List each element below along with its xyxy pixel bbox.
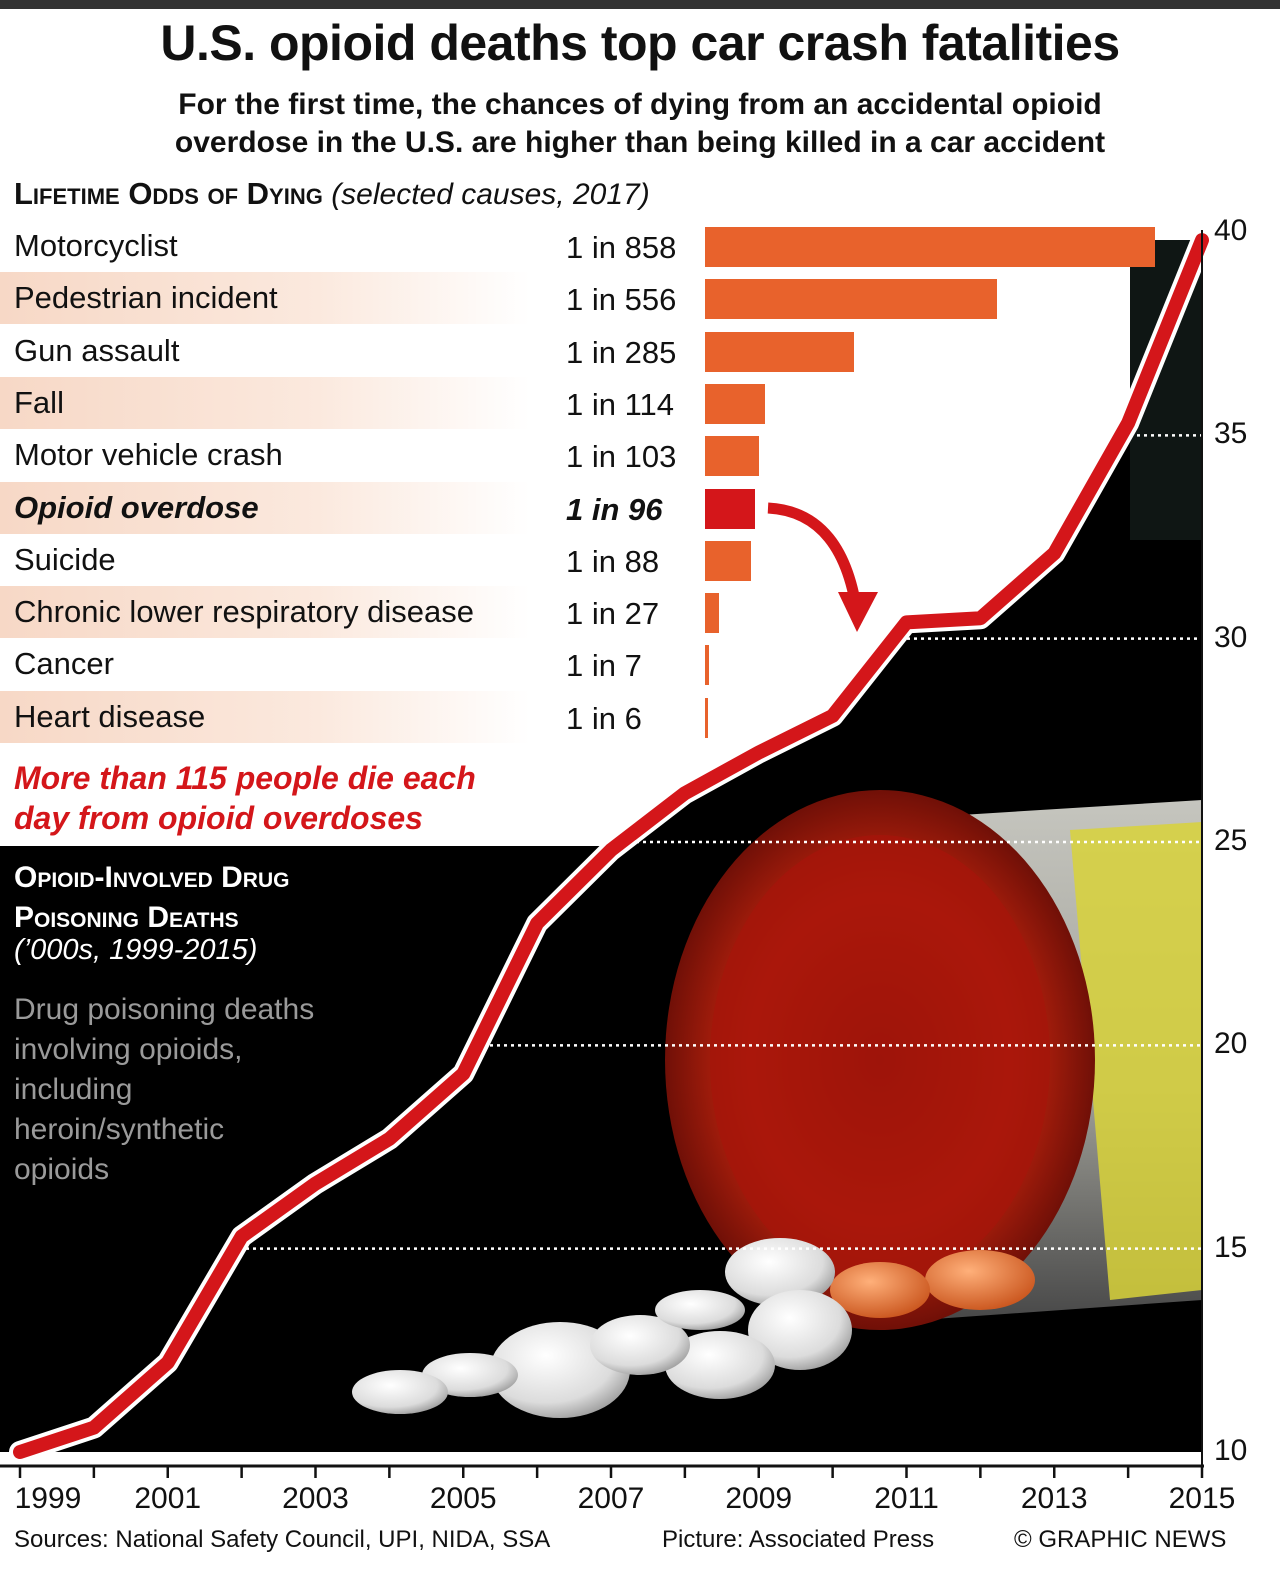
- bar-category-label: Heart disease: [14, 698, 206, 734]
- x-tick-label: 2003: [282, 1482, 349, 1515]
- top-rule: [0, 0, 1280, 9]
- deaths-heading-line-2: Poisoning Deaths: [14, 901, 239, 934]
- y-tick-label: 40: [1214, 214, 1248, 247]
- bar-category-label: Gun assault: [14, 332, 180, 368]
- callout-line-2: day from opioid overdoses: [14, 800, 423, 836]
- row-band: [0, 376, 530, 429]
- bar: [705, 697, 709, 738]
- row-band: [0, 690, 530, 743]
- deaths-note: (’000s, 1999-2015): [14, 934, 258, 966]
- page-title: U.S. opioid deaths top car crash fatalit…: [160, 15, 1120, 71]
- grid-lines: [246, 434, 1202, 1250]
- y-tick-label: 30: [1214, 620, 1248, 654]
- bar: [705, 436, 760, 477]
- bar: [705, 645, 709, 686]
- bar-value-label: 1 in 103: [566, 439, 677, 475]
- bar-category-label: Motorcyclist: [14, 228, 178, 263]
- x-tick-label: 2005: [429, 1482, 497, 1515]
- row-band: [0, 272, 530, 325]
- bar: [705, 593, 720, 634]
- x-tick-label: 2013: [1020, 1482, 1088, 1515]
- bar: [705, 383, 765, 424]
- bar-value-label: 1 in 27: [566, 596, 660, 632]
- bar-category-label: Pedestrian incident: [14, 280, 278, 316]
- series-line: [13, 233, 1209, 1459]
- x-tick-label: 2001: [134, 1482, 202, 1515]
- x-tick-label: 2009: [725, 1482, 793, 1515]
- bar: [705, 540, 752, 581]
- bar-category-label: Suicide: [14, 541, 116, 577]
- deaths-desc-line-5: opioids: [14, 1153, 110, 1186]
- x-tick-label: 2011: [874, 1482, 939, 1515]
- page-subtitle: For the first time, the chances of dying…: [60, 86, 1220, 162]
- x-tick-label: 1999: [14, 1482, 82, 1515]
- deaths-desc-line-3: including: [14, 1073, 133, 1106]
- x-axis: [0, 230, 1204, 1478]
- pill-bottle-photo: [352, 790, 1202, 1418]
- bar-category-label: Fall: [14, 384, 64, 420]
- deaths-heading: Opioid-Involved Drug Poisoning Deaths: [14, 858, 289, 938]
- bar: [705, 331, 855, 372]
- bar-value-label: 1 in 285: [566, 334, 677, 370]
- bar-category-label: Chronic lower respiratory disease: [14, 594, 475, 630]
- footer-credit: © GRAPHIC NEWS: [1014, 1526, 1227, 1553]
- bar: [705, 227, 1155, 267]
- bar-value-label: 1 in 114: [566, 386, 675, 422]
- footer-sources: Sources: National Safety Council, UPI, N…: [14, 1526, 551, 1553]
- y-tick-label: 15: [1214, 1230, 1248, 1264]
- bar-value-label: 1 in 7: [566, 648, 642, 684]
- odds-heading-text: Lifetime Odds of Dying: [14, 176, 323, 211]
- deaths-desc-line-4: heroin/synthetic: [14, 1113, 225, 1146]
- bar-category-label: Cancer: [14, 646, 114, 682]
- bar-category-label: Motor vehicle crash: [14, 437, 283, 473]
- bar-value-label: 1 in 6: [566, 700, 642, 736]
- row-band: [0, 481, 530, 534]
- y-tick-label: 20: [1214, 1027, 1248, 1061]
- callout-line-1: More than 115 people die each: [14, 760, 476, 796]
- deaths-heading-line-1: Opioid-Involved Drug: [14, 861, 290, 894]
- odds-heading-note: (selected causes, 2017): [331, 178, 650, 211]
- arrow-head: [838, 592, 878, 632]
- bar-value-label: 1 in 556: [566, 282, 677, 318]
- deaths-description: Drug poisoning deaths involving opioids,…: [14, 990, 394, 1190]
- x-tick-label: 2015: [1168, 1482, 1236, 1515]
- row-band: [0, 586, 530, 639]
- bar-category-label: Opioid overdose: [14, 489, 259, 525]
- y-tick-label: 10: [1214, 1434, 1248, 1467]
- subtitle-line-1: For the first time, the chances of dying…: [178, 88, 1102, 121]
- footer-picture: Picture: Associated Press: [662, 1526, 935, 1553]
- odds-heading: Lifetime Odds of Dying (selected causes,…: [14, 176, 650, 212]
- bar-value-label: 1 in 96: [566, 491, 663, 527]
- bar: [705, 279, 997, 320]
- y-tick-label: 35: [1214, 417, 1248, 451]
- bar: [705, 488, 756, 529]
- deaths-desc-line-1: Drug poisoning deaths: [14, 993, 315, 1026]
- callout: More than 115 people die each day from o…: [14, 758, 476, 838]
- y-tick-label: 25: [1214, 824, 1248, 857]
- bar-value-label: 1 in 88: [566, 543, 660, 579]
- x-tick-label: 2007: [577, 1482, 645, 1515]
- subtitle-line-2: overdose in the U.S. are higher than bei…: [174, 126, 1106, 159]
- bar-value-label: 1 in 858: [566, 230, 677, 265]
- deaths-desc-line-2: involving opioids,: [14, 1033, 243, 1066]
